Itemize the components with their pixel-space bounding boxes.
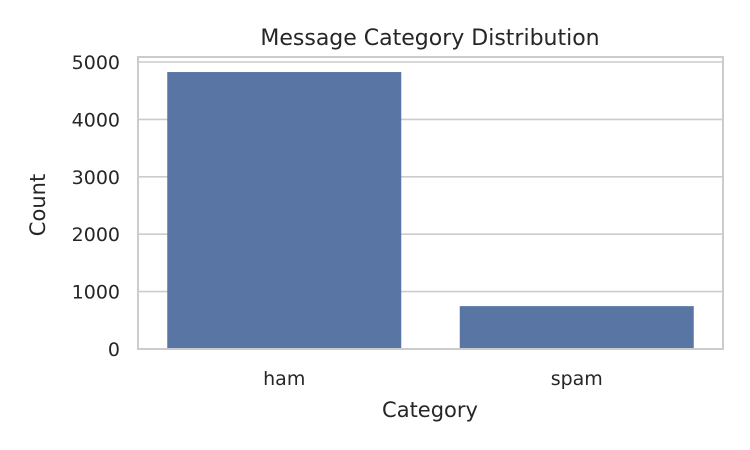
y-tick-label: 2000 — [72, 224, 120, 246]
x-axis-label: Category — [382, 398, 478, 422]
y-tick-label: 5000 — [72, 52, 120, 74]
x-tick-label-spam: spam — [551, 368, 603, 390]
chart-title: Message Category Distribution — [260, 26, 599, 51]
x-tick-labels: ham spam — [263, 368, 603, 390]
plot-frame — [137, 56, 724, 350]
bar-layer — [167, 72, 694, 350]
y-axis-label: Count — [26, 174, 50, 236]
y-tick-labels: 0 1000 2000 3000 4000 5000 — [72, 52, 120, 361]
bar-spam — [459, 306, 694, 349]
y-tick-label: 4000 — [72, 109, 120, 131]
y-tick-label: 3000 — [72, 167, 120, 189]
y-tick-label: 0 — [108, 339, 120, 361]
bar-ham — [167, 72, 402, 350]
x-tick-label-ham: ham — [263, 368, 305, 390]
y-tick-label: 1000 — [72, 282, 120, 304]
